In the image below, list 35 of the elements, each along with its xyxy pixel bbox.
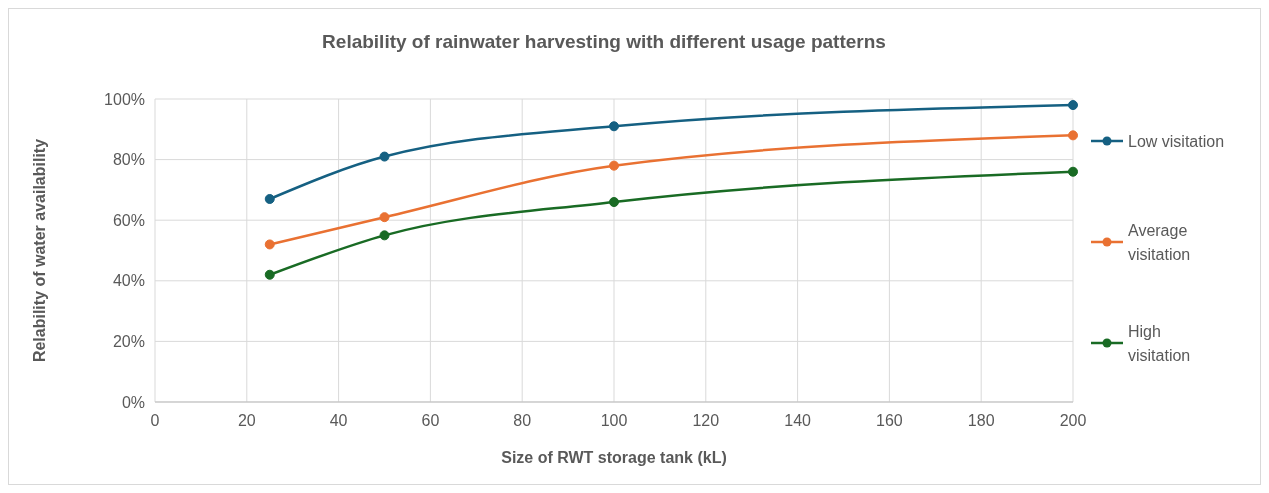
point bbox=[264, 269, 275, 280]
y-axis-title: Relability of water availability bbox=[31, 138, 48, 363]
x-tick-label: 0 bbox=[150, 412, 160, 429]
y-tick-label: 40% bbox=[112, 272, 145, 290]
y-tick-label: 80% bbox=[112, 151, 145, 169]
x-tick-label: 80 bbox=[513, 412, 532, 429]
point bbox=[264, 239, 275, 250]
point bbox=[1068, 100, 1078, 111]
x-tick-label: 160 bbox=[876, 412, 903, 429]
point bbox=[1068, 166, 1078, 177]
point bbox=[1068, 130, 1078, 141]
y-tick-label: 20% bbox=[112, 333, 145, 350]
y-tick-label: 60% bbox=[112, 211, 145, 229]
x-axis-title: Size of RWT storage tank (kL) bbox=[501, 449, 727, 466]
point bbox=[609, 160, 619, 171]
chart-title: Relability of rainwater harvesting with different usage patterns bbox=[322, 31, 886, 52]
legend-label: Average visitation bbox=[1128, 221, 1191, 263]
x-tick-label: 120 bbox=[692, 412, 720, 429]
x-tick-label: 60 bbox=[421, 412, 440, 429]
x-tick-label: 140 bbox=[784, 412, 812, 429]
legend-label: Low visitation bbox=[1128, 132, 1225, 150]
y-tick-label: 100% bbox=[104, 90, 145, 108]
point bbox=[379, 212, 390, 223]
legend-label: High visitation bbox=[1128, 322, 1191, 364]
point bbox=[609, 121, 619, 132]
x-tick-label: 40 bbox=[329, 412, 348, 429]
point bbox=[379, 151, 390, 162]
point bbox=[379, 230, 390, 241]
x-tick-label: 200 bbox=[1059, 412, 1087, 429]
point bbox=[609, 197, 619, 208]
x-tick-label: 180 bbox=[967, 412, 995, 429]
x-tick-label: 20 bbox=[237, 412, 256, 429]
x-tick-label: 100 bbox=[600, 412, 628, 429]
point bbox=[264, 193, 275, 204]
y-tick-label: 0% bbox=[121, 393, 145, 411]
